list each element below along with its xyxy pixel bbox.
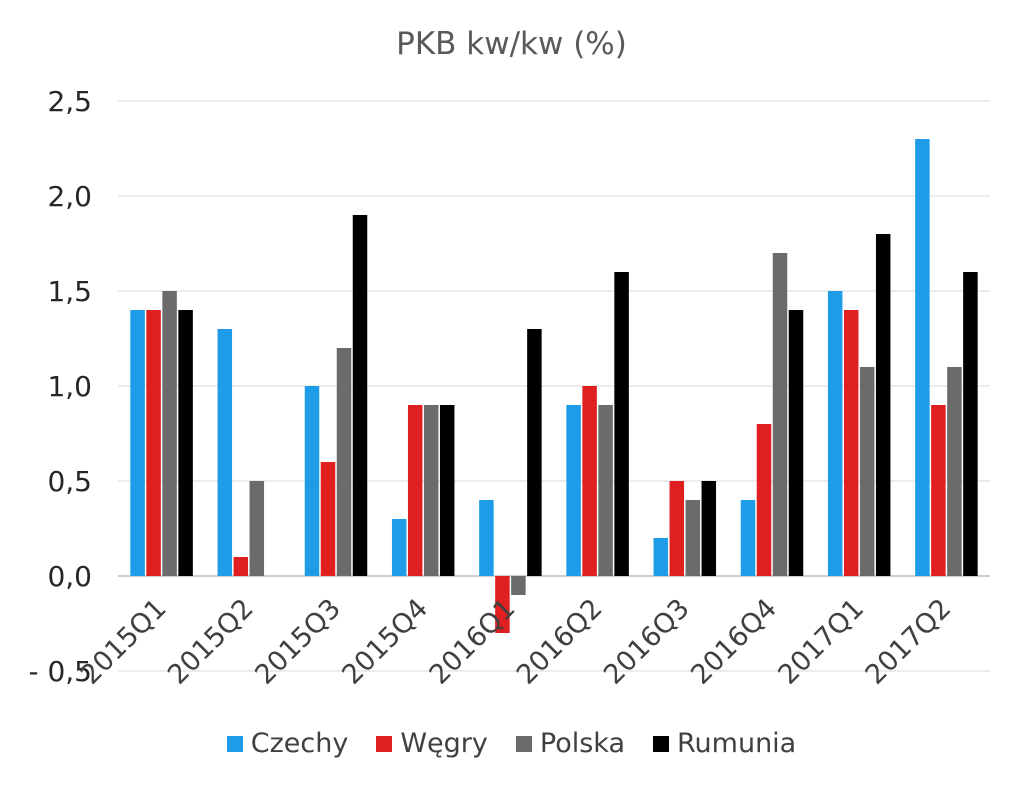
bar-rumunia-2015q1	[178, 310, 193, 576]
bar-czechy-2016q2	[566, 405, 581, 576]
x-tick-label: 2015Q2	[162, 593, 260, 691]
bar-rumunia-2016q1	[527, 329, 542, 576]
bar-węgry-2015q2	[233, 557, 249, 576]
bar-czechy-2016q3	[653, 538, 669, 576]
bar-polska-2016q1	[511, 576, 526, 595]
legend-item: Rumunia	[653, 728, 796, 759]
bar-polska-2016q3	[685, 500, 701, 576]
bar-węgry-2015q3	[320, 462, 336, 576]
legend-label: Polska	[539, 728, 625, 759]
x-tick-label: 2017Q2	[860, 593, 958, 691]
x-tick-label: 2015Q3	[249, 593, 347, 691]
bar-węgry-2016q2	[582, 386, 597, 576]
x-tick-label: 2016Q2	[511, 593, 609, 691]
legend-label: Węgry	[400, 728, 488, 759]
x-tick-label: 2015Q1	[75, 593, 173, 691]
bar-polska-2016q2	[598, 405, 613, 576]
bar-polska-2017q2	[947, 367, 962, 576]
bar-węgry-2015q4	[407, 405, 423, 576]
bar-czechy-2017q1	[827, 291, 843, 576]
y-tick-label: 0,0	[47, 560, 92, 593]
legend-swatch	[515, 735, 532, 752]
bar-polska-2015q3	[336, 348, 352, 576]
bar-polska-2016q4	[772, 253, 788, 576]
bar-węgry-2016q3	[669, 481, 685, 576]
bar-czechy-2015q4	[391, 519, 407, 576]
legend-swatch	[376, 735, 393, 752]
bar-węgry-2016q1	[495, 576, 510, 633]
bar-czechy-2016q1	[479, 500, 494, 576]
y-tick-label: 1,0	[47, 370, 92, 403]
y-tick-label: 2,0	[47, 180, 92, 213]
y-tick-label: 0,5	[47, 465, 92, 498]
bar-rumunia-2017q2	[963, 272, 978, 576]
x-tick-label: 2016Q1	[424, 593, 522, 691]
bar-węgry-2017q1	[843, 310, 859, 576]
bar-rumunia-2017q1	[875, 234, 891, 576]
x-tick-label: 2016Q4	[685, 593, 783, 691]
bar-polska-2015q1	[162, 291, 177, 576]
bar-polska-2017q1	[859, 367, 875, 576]
bar-rumunia-2015q3	[352, 215, 368, 576]
bar-rumunia-2016q3	[701, 481, 717, 576]
bar-rumunia-2016q4	[788, 310, 804, 576]
bar-polska-2015q2	[249, 481, 265, 576]
legend-swatch	[653, 735, 669, 752]
bar-rumunia-2016q2	[614, 272, 629, 576]
y-tick-label: 2,5	[47, 85, 92, 118]
bar-czechy-2017q2	[915, 139, 930, 576]
y-tick-label: - 0,5	[28, 655, 92, 688]
bar-rumunia-2015q4	[439, 405, 455, 576]
bar-czechy-2015q2	[217, 329, 233, 576]
bar-czechy-2016q4	[740, 500, 756, 576]
x-tick-label: 2015Q4	[336, 593, 434, 691]
bar-polska-2015q4	[423, 405, 439, 576]
legend-item: Węgry	[376, 728, 488, 759]
x-tick-label: 2016Q3	[598, 593, 696, 691]
chart-title: PKB kw/kw (%)	[396, 26, 627, 62]
bar-węgry-2017q2	[931, 405, 946, 576]
legend-label: Rumunia	[677, 728, 797, 759]
legend-item: Czechy	[226, 728, 349, 759]
bar-węgry-2015q1	[146, 310, 161, 576]
legend: Czechy Węgry Polska Rumunia	[0, 728, 1023, 759]
legend-item: Polska	[515, 728, 625, 759]
x-tick-label: 2017Q1	[772, 593, 870, 691]
bar-węgry-2016q4	[756, 424, 772, 576]
legend-swatch	[226, 735, 243, 752]
bar-czechy-2015q3	[304, 386, 320, 576]
legend-label: Czechy	[250, 728, 349, 759]
bar-czechy-2015q1	[130, 310, 145, 576]
y-tick-label: 1,5	[47, 275, 92, 308]
